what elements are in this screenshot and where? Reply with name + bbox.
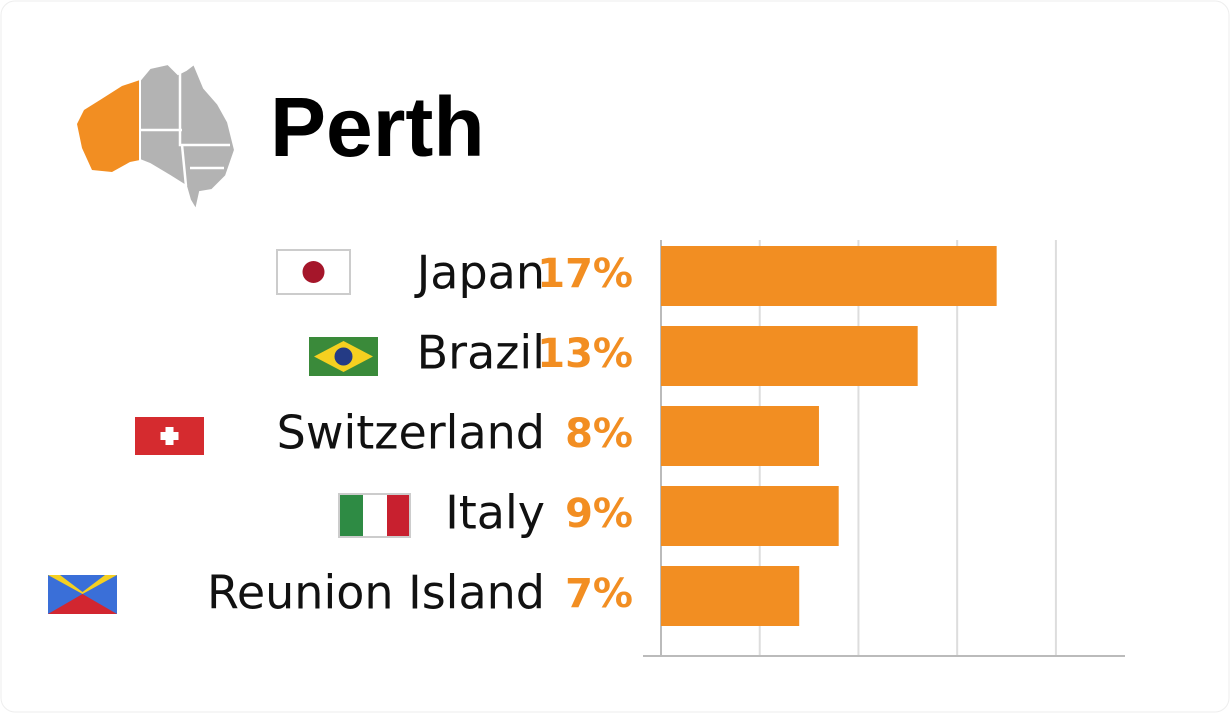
flag-japan	[276, 249, 351, 295]
category-label: Reunion Island	[207, 566, 545, 620]
bar	[661, 486, 839, 546]
value-label: 7%	[565, 571, 633, 617]
bar	[661, 246, 997, 306]
bar	[661, 326, 918, 386]
bar	[661, 406, 819, 466]
chart-title: Perth	[270, 80, 485, 174]
australia-map	[77, 62, 237, 213]
category-label: Brazil	[417, 326, 545, 380]
value-label: 9%	[565, 491, 633, 537]
value-label: 13%	[537, 331, 633, 377]
bar	[661, 566, 800, 626]
category-label: Italy	[445, 486, 545, 540]
category-label: Switzerland	[277, 406, 545, 460]
category-label: Japan	[414, 246, 545, 300]
value-label: 8%	[565, 411, 633, 457]
flag-switzerland	[135, 417, 204, 455]
flag-brazil	[309, 337, 378, 376]
value-label: 17%	[537, 251, 633, 297]
flag-reunion	[48, 575, 117, 614]
flag-italy	[338, 493, 411, 538]
